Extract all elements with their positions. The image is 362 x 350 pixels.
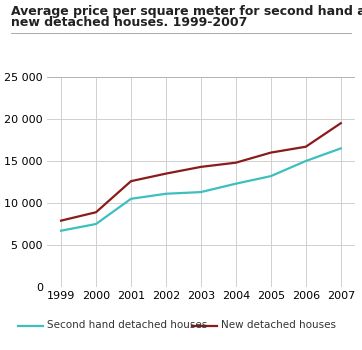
Second hand detached houses	[269, 174, 273, 178]
Text: new detached houses. 1999-2007: new detached houses. 1999-2007	[11, 16, 247, 29]
Second hand detached houses	[59, 229, 63, 233]
New detached houses	[234, 161, 238, 165]
New detached houses	[338, 121, 343, 125]
Second hand detached houses	[199, 190, 203, 194]
Line: Second hand detached houses: Second hand detached houses	[61, 148, 341, 231]
Second hand detached houses	[129, 197, 133, 201]
New detached houses	[59, 218, 63, 223]
New detached houses	[129, 179, 133, 183]
New detached houses	[269, 150, 273, 155]
Second hand detached houses	[338, 146, 343, 150]
New detached houses	[164, 172, 168, 176]
New detached houses	[304, 145, 308, 149]
Line: New detached houses: New detached houses	[61, 123, 341, 220]
Text: New detached houses: New detached houses	[221, 321, 336, 330]
New detached houses	[199, 165, 203, 169]
Second hand detached houses	[94, 222, 98, 226]
Text: Second hand detached houses: Second hand detached houses	[47, 321, 207, 330]
Text: Average price per square meter for second hand and: Average price per square meter for secon…	[11, 5, 362, 18]
Second hand detached houses	[304, 159, 308, 163]
Second hand detached houses	[234, 182, 238, 186]
Second hand detached houses	[164, 192, 168, 196]
New detached houses	[94, 210, 98, 214]
